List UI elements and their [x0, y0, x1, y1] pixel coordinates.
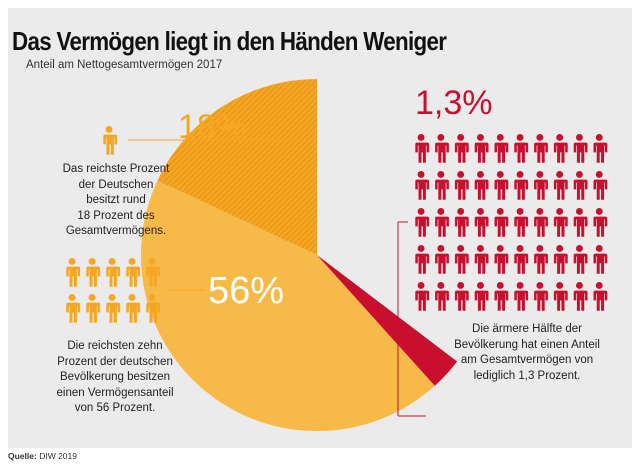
chart-subtitle: Anteil am Nettogesamtvermögen 2017: [26, 59, 223, 71]
person-icon: [474, 171, 489, 200]
person-icon: [493, 208, 509, 237]
person-icon: [573, 134, 588, 163]
person-icon: [125, 294, 141, 323]
person-icon: [454, 282, 469, 311]
annotation-mid-text: Die reichsten zehn Prozent der deutschen…: [56, 340, 174, 414]
person-icon: [513, 171, 529, 200]
person-icon: [533, 282, 548, 311]
person-icon: [493, 245, 509, 274]
person-icon: [105, 258, 121, 287]
annotation-top-text: Das reichste Prozent der Deutschen besit…: [62, 163, 170, 237]
person-icon: [434, 134, 449, 163]
pie-slice-18-percent: [157, 79, 317, 255]
person-icon: [125, 258, 141, 287]
person-icon: [493, 171, 509, 200]
pie-slice-label-top-percent: 18%: [178, 108, 247, 146]
person-icon: [102, 126, 118, 155]
person-icon: [592, 245, 608, 274]
person-icon: [573, 245, 588, 274]
person-icon: [454, 134, 469, 163]
person-icon: [474, 208, 489, 237]
person-icon: [493, 134, 509, 163]
person-icon: [85, 294, 101, 323]
pie-slice-label-red-percent: 1,3%: [415, 84, 493, 122]
person-icon: [105, 294, 121, 323]
person-icon: [533, 134, 548, 163]
person-icon: [513, 245, 529, 274]
person-icon: [553, 208, 568, 237]
person-icon: [414, 208, 430, 237]
person-icon: [592, 171, 608, 200]
person-icon: [533, 245, 548, 274]
person-icon: [414, 245, 430, 274]
person-icon: [592, 208, 608, 237]
person-icon: [474, 282, 489, 311]
person-icon: [65, 294, 81, 323]
person-icon: [414, 282, 430, 311]
person-icon: [553, 171, 568, 200]
person-icon: [145, 258, 161, 287]
person-icon: [533, 208, 548, 237]
pie-slice-56-percent: [140, 180, 435, 432]
person-icon: [553, 134, 568, 163]
person-icon: [513, 282, 529, 311]
person-icon: [553, 282, 568, 311]
pie-slice-1-3-percent: [317, 255, 458, 386]
person-icon: [573, 208, 588, 237]
person-icon: [454, 245, 469, 274]
person-icon: [592, 282, 608, 311]
source-label: Quelle:: [8, 451, 37, 461]
person-icon: [434, 171, 449, 200]
person-icon: [513, 134, 529, 163]
pie-slice-label-mid-percent: 56%: [208, 270, 285, 312]
person-icon: [573, 171, 588, 200]
person-icon: [573, 282, 588, 311]
person-icon: [434, 245, 449, 274]
person-icon: [454, 171, 469, 200]
person-icon: [513, 208, 529, 237]
chart-title: Das Vermögen liegt in den Händen Weniger: [12, 26, 447, 56]
person-icon: [474, 245, 489, 274]
person-icon: [454, 208, 469, 237]
person-icon: [65, 258, 81, 287]
source-note: Quelle: DIW 2019: [8, 451, 77, 461]
person-icon: [414, 134, 430, 163]
person-icon: [592, 134, 608, 163]
person-icon: [553, 245, 568, 274]
person-icon: [493, 282, 509, 311]
person-icon: [414, 171, 430, 200]
source-value: DIW 2019: [39, 451, 77, 461]
person-icon: [533, 171, 548, 200]
person-icon: [145, 294, 161, 323]
person-icon: [434, 208, 449, 237]
person-icon: [434, 282, 449, 311]
person-icon: [85, 258, 101, 287]
annotation-right-text: Die ärmere Hälfte der Bevölkerung hat ei…: [454, 323, 600, 382]
person-icon: [474, 134, 489, 163]
